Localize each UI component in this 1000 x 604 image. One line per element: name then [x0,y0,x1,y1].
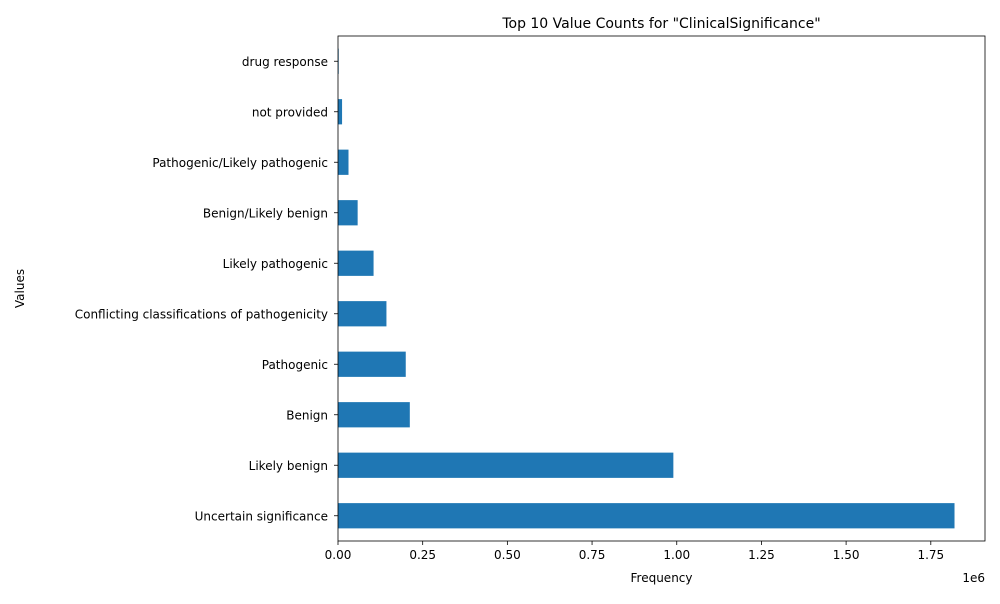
y-tick-label: Benign [286,408,328,422]
chart-title: Top 10 Value Counts for "ClinicalSignifi… [501,16,820,32]
y-axis-label: Values [13,269,27,308]
y-tick-label: not provided [252,105,328,119]
bars-group [338,48,955,529]
bar-conflicting-classifications-of-pathogenicity [338,301,387,327]
bar-pathogenic-likely-pathogenic [338,149,349,175]
x-tick-label: 1.25 [748,548,775,562]
x-axis-ticks: 0.00 0.25 0.50 0.75 1.00 1.25 1.50 1.75 [325,541,944,562]
y-tick-label: Likely pathogenic [223,257,328,271]
bar-uncertain-significance [338,503,955,529]
x-axis-label: Frequency [631,571,693,585]
y-tick-label: Pathogenic [262,358,328,372]
x-tick-label: 1.75 [917,548,944,562]
y-tick-label: Likely benign [249,459,328,473]
bar-benign-likely-benign [338,200,358,226]
bar-benign [338,402,410,428]
bar-likely-benign [338,452,674,478]
x-tick-label: 0.25 [409,548,436,562]
y-tick-label: Conflicting classifications of pathogeni… [75,307,328,321]
bar-pathogenic [338,351,406,377]
bar-not-provided [338,99,343,125]
x-tick-label: 0.00 [325,548,352,562]
x-tick-label: 0.75 [579,548,606,562]
y-axis-ticks: Uncertain significance Likely benign Benig… [75,55,338,523]
bar-likely-pathogenic [338,250,374,276]
x-tick-label: 0.50 [494,548,521,562]
y-tick-label: drug response [242,55,328,69]
y-tick-label: Pathogenic/Likely pathogenic [152,156,328,170]
x-tick-label: 1.50 [833,548,860,562]
y-tick-label: Uncertain significance [195,509,328,523]
x-axis-offset-label: 1e6 [962,571,985,585]
y-tick-label: Benign/Likely benign [203,206,328,220]
x-tick-label: 1.00 [663,548,690,562]
plot-frame [337,35,986,542]
